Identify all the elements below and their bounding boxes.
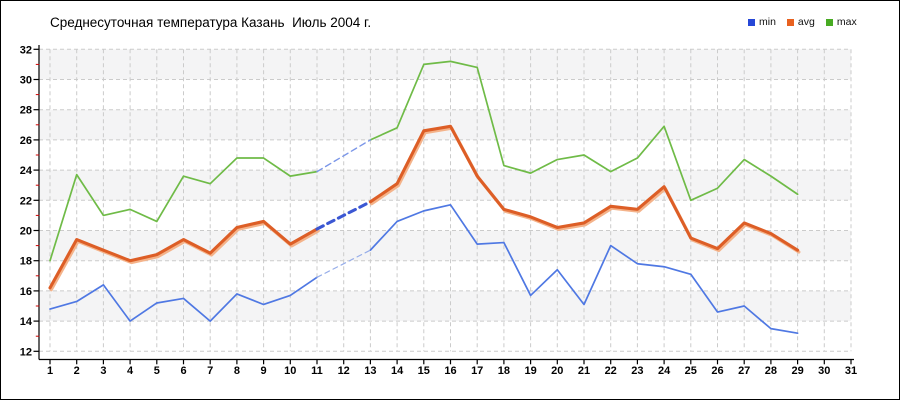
svg-text:21: 21: [578, 365, 590, 377]
svg-text:18: 18: [498, 365, 510, 377]
svg-text:14: 14: [391, 365, 404, 377]
svg-text:30: 30: [20, 75, 32, 87]
svg-text:20: 20: [551, 365, 563, 377]
svg-text:18: 18: [20, 256, 32, 268]
svg-text:25: 25: [685, 365, 697, 377]
svg-text:16: 16: [20, 286, 32, 298]
legend-label-max: max: [836, 16, 857, 28]
avg-series-swatch-icon: [786, 18, 794, 26]
min-series-swatch-icon: [748, 18, 755, 26]
svg-text:13: 13: [364, 365, 376, 377]
svg-text:24: 24: [658, 365, 671, 377]
svg-text:24: 24: [20, 165, 33, 177]
svg-text:12: 12: [20, 346, 32, 358]
page-title: Среднесуточная температура Казань Июль 2…: [50, 15, 372, 30]
svg-text:26: 26: [20, 135, 32, 147]
svg-text:30: 30: [818, 365, 830, 377]
max-series-swatch-icon: [825, 18, 833, 26]
svg-text:14: 14: [20, 316, 33, 328]
svg-text:20: 20: [20, 226, 32, 238]
svg-text:8: 8: [234, 365, 240, 377]
svg-text:4: 4: [127, 365, 134, 377]
svg-text:1: 1: [47, 365, 53, 377]
svg-text:27: 27: [738, 365, 750, 377]
legend-label-min: min: [759, 16, 776, 28]
legend: min avg max: [748, 16, 857, 28]
svg-text:3: 3: [100, 365, 106, 377]
svg-text:23: 23: [631, 365, 643, 377]
svg-text:31: 31: [845, 365, 857, 377]
svg-text:28: 28: [20, 105, 32, 117]
svg-text:26: 26: [711, 365, 723, 377]
svg-text:15: 15: [418, 365, 430, 377]
svg-text:22: 22: [20, 195, 32, 207]
svg-text:5: 5: [154, 365, 160, 377]
svg-text:2: 2: [74, 365, 80, 377]
svg-text:10: 10: [284, 365, 296, 377]
legend-label-avg: avg: [797, 16, 815, 28]
svg-text:28: 28: [765, 365, 777, 377]
legend-item-min: min: [748, 16, 776, 28]
svg-text:17: 17: [471, 365, 483, 377]
svg-text:19: 19: [524, 365, 536, 377]
svg-text:12: 12: [338, 365, 350, 377]
svg-text:9: 9: [261, 365, 267, 377]
svg-text:7: 7: [207, 365, 213, 377]
svg-text:32: 32: [20, 44, 32, 56]
legend-item-max: max: [825, 16, 857, 28]
svg-text:11: 11: [311, 365, 323, 377]
svg-text:16: 16: [444, 365, 456, 377]
svg-text:29: 29: [791, 365, 803, 377]
svg-text:22: 22: [605, 365, 617, 377]
legend-item-avg: avg: [786, 16, 815, 28]
svg-text:6: 6: [180, 365, 186, 377]
